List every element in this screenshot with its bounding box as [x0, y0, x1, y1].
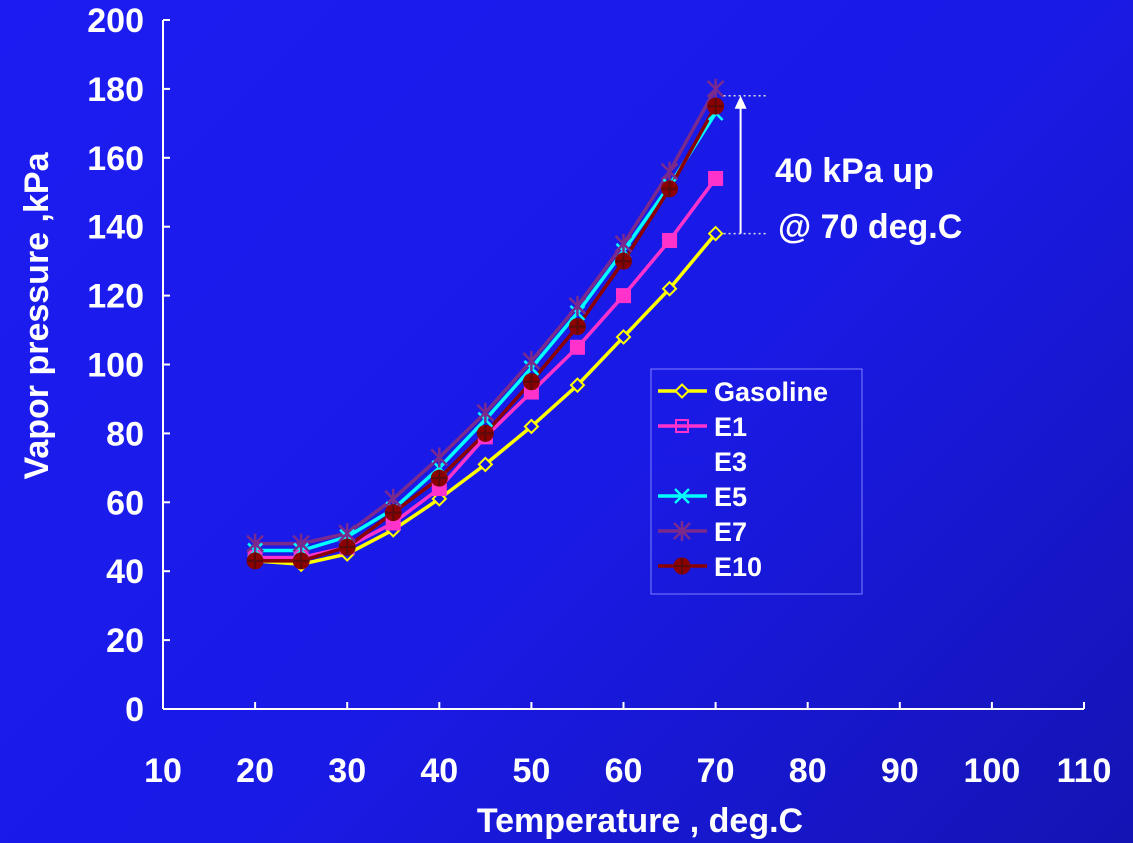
x-tick-label: 90: [881, 752, 919, 790]
legend-marker-e10: [673, 557, 691, 575]
x-tick-label: 50: [512, 752, 550, 790]
x-tick-label: 10: [144, 752, 182, 790]
data-point-e10: [476, 424, 494, 442]
data-point-e7: [246, 533, 264, 554]
y-tick-label: 80: [106, 415, 144, 453]
data-point-e1: [708, 170, 724, 186]
y-tick-label: 200: [87, 2, 144, 40]
legend-item-e5: E5: [658, 482, 747, 512]
y-axis-label: Vapor pressure ,kPa: [18, 151, 56, 479]
x-tick-label: 110: [1057, 752, 1112, 790]
legend: Gasoline E1 E3 E5 E7 E10: [650, 368, 863, 595]
legend-label-e10: E10: [714, 552, 762, 582]
data-point-gasoline: [707, 225, 724, 242]
data-point-gasoline: [615, 329, 632, 345]
data-point-e10: [615, 252, 632, 270]
legend-item-e10: E10: [658, 552, 762, 582]
data-point-e10: [246, 552, 264, 570]
x-tick-label: 30: [328, 752, 366, 790]
x-tick-label: 40: [420, 752, 458, 790]
data-point-e7: [476, 402, 495, 423]
x-tick-label: 70: [697, 752, 735, 790]
data-point-e1: [569, 339, 585, 355]
data-point-e7: [660, 161, 679, 182]
series-line-e1: [255, 177, 718, 560]
y-tick-label: 0: [125, 691, 144, 729]
data-point-e7: [614, 233, 633, 254]
legend-label-e5: E5: [714, 482, 747, 512]
data-point-e10: [292, 552, 310, 570]
annotation-line1: 40 kPa up: [775, 152, 934, 190]
data-point-e7: [568, 295, 587, 316]
data-point-gasoline: [477, 456, 494, 473]
data-point-e1: [662, 232, 678, 248]
x-tick-label: 100: [964, 752, 1021, 790]
legend-item-e1: E1: [658, 412, 747, 442]
annotation-arrowhead: [734, 95, 747, 109]
series-line-e7: [255, 88, 718, 546]
data-point-e10: [430, 469, 448, 487]
legend-box: [650, 368, 863, 595]
annotation-line2: @ 70 deg.C: [778, 208, 962, 246]
legend-marker-e1: [675, 419, 689, 433]
series-line-e10: [255, 105, 718, 563]
plot-area: [246, 78, 725, 573]
legend-label-e7: E7: [714, 517, 747, 547]
data-point-e10: [661, 180, 679, 198]
legend-item-e7: E7: [658, 517, 747, 547]
y-tick-label: 140: [87, 209, 144, 247]
data-point-e10: [522, 373, 540, 391]
x-tick-label: 60: [605, 752, 643, 790]
data-point-e7: [706, 78, 725, 99]
y-tick-label: 100: [87, 347, 144, 385]
data-point-e10: [568, 318, 586, 336]
x-tick-label: 20: [236, 752, 274, 790]
y-tick-label: 160: [87, 140, 144, 178]
legend-item-gasoline: Gasoline: [658, 377, 828, 407]
y-tick-label: 40: [106, 553, 144, 591]
series-line-e5: [255, 112, 718, 553]
x-tick-label: 80: [789, 752, 827, 790]
legend-label-gasoline: Gasoline: [714, 377, 828, 407]
y-tick-label: 20: [106, 622, 144, 660]
legend-marker-gasoline: [674, 383, 690, 399]
y-tick-label: 60: [106, 484, 144, 522]
annotation: 40 kPa up @ 70 deg.C: [723, 95, 962, 246]
legend-marker-e7: [673, 521, 691, 541]
series-line-e3: [255, 118, 718, 556]
legend-label-e3: E3: [714, 447, 747, 477]
data-point-gasoline: [569, 377, 586, 394]
legend-label-e1: E1: [714, 412, 747, 442]
series-line-gasoline: [254, 232, 717, 567]
data-point-e10: [338, 538, 356, 556]
data-point-gasoline: [523, 418, 540, 435]
legend-marker-e5: [674, 488, 690, 504]
data-point-e7: [430, 447, 449, 468]
legend-item-e3: E3: [658, 447, 747, 477]
axes: 10 20 30 40 50 60 70 80 90 100 110 0 20 40 60 80 100 120 1…: [87, 2, 1111, 790]
data-point-e10: [384, 504, 402, 522]
x-axis-label: Temperature , deg.C: [477, 802, 803, 840]
data-point-e7: [522, 351, 541, 372]
data-point-e1: [616, 288, 631, 304]
data-point-e10: [707, 97, 725, 115]
y-tick-label: 180: [87, 71, 144, 109]
y-tick-label: 120: [87, 278, 144, 316]
data-point-e7: [292, 533, 311, 554]
data-point-gasoline: [661, 280, 678, 297]
